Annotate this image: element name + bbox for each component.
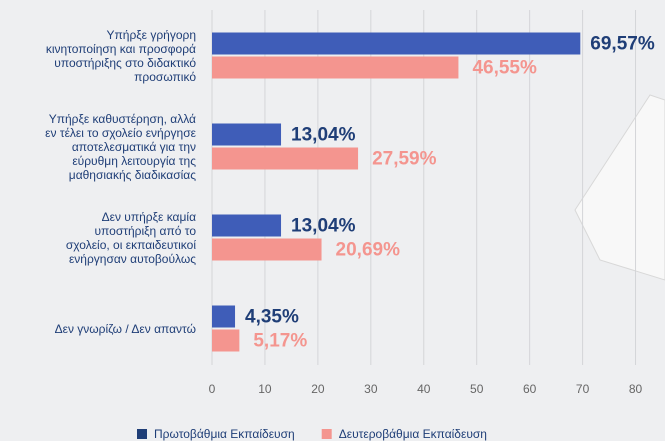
value-label: 13,04% xyxy=(291,216,356,237)
chart: 0 10 20 30 40 50 60 70 80 69,57% 46,55% 13,04% 27,59… xyxy=(0,0,665,441)
bar xyxy=(212,306,235,328)
x-tick-label: 30 xyxy=(364,382,378,396)
value-label: 69,57% xyxy=(590,34,655,55)
bar xyxy=(212,148,358,170)
legend-swatch xyxy=(137,429,147,439)
x-tick-label: 70 xyxy=(576,382,590,396)
category-label: Υπήρξε γρήγορη κινητοποίηση και προσφορά… xyxy=(4,28,196,84)
bar xyxy=(212,330,239,352)
x-tick-label: 40 xyxy=(417,382,431,396)
x-tick-label: 0 xyxy=(209,382,216,396)
legend-label: Πρωτοβάθμια Εκπαίδευση xyxy=(154,427,295,441)
x-tick-label: 60 xyxy=(523,382,537,396)
value-label: 27,59% xyxy=(372,149,437,170)
x-tick-label: 10 xyxy=(258,382,272,396)
value-label: 4,35% xyxy=(245,307,299,328)
value-label: 13,04% xyxy=(291,125,356,146)
bar xyxy=(212,215,281,237)
value-label: 46,55% xyxy=(472,58,537,79)
category-label: Δεν υπήρξε καμία υποστήριξη από το σχολε… xyxy=(4,210,196,266)
bar xyxy=(212,239,322,261)
value-label: 20,69% xyxy=(336,240,401,261)
value-label: 5,17% xyxy=(253,331,307,352)
category-label: Δεν γνωρίζω / Δεν απαντώ xyxy=(4,322,196,336)
category-label: Υπήρξε καθυστέρηση, αλλά εν τέλει το σχο… xyxy=(4,112,196,182)
legend-label: Δευτεροβάθμια Εκπαίδευση xyxy=(339,427,487,441)
legend-swatch xyxy=(322,429,332,439)
x-tick-label: 80 xyxy=(629,382,643,396)
bar xyxy=(212,124,281,146)
x-tick-label: 50 xyxy=(470,382,484,396)
paper-decoration xyxy=(575,95,665,280)
bar xyxy=(212,57,458,79)
x-tick-label: 20 xyxy=(311,382,325,396)
bar xyxy=(212,33,580,55)
